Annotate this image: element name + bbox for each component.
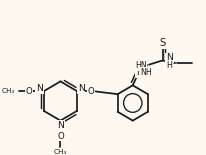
Text: HN: HN	[135, 61, 147, 70]
Text: O: O	[87, 87, 94, 96]
Text: O: O	[26, 87, 33, 96]
Text: N: N	[166, 53, 173, 62]
Text: N: N	[36, 84, 43, 93]
Text: CH₃: CH₃	[54, 149, 67, 155]
Text: S: S	[160, 38, 166, 48]
Text: CH₃: CH₃	[1, 88, 15, 94]
Text: H: H	[167, 61, 172, 70]
Text: O: O	[57, 132, 64, 141]
Text: NH: NH	[141, 68, 152, 77]
Text: N: N	[57, 121, 64, 130]
Text: N: N	[136, 68, 143, 77]
Text: N: N	[78, 84, 85, 93]
